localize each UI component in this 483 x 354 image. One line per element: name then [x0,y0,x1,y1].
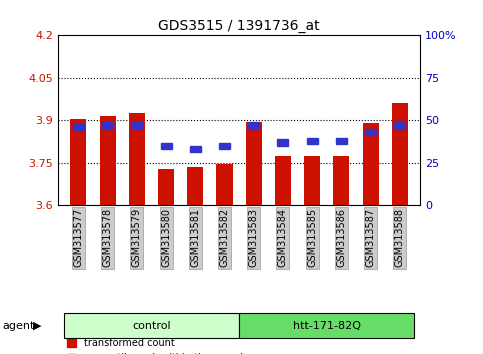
Title: GDS3515 / 1391736_at: GDS3515 / 1391736_at [158,19,320,33]
Bar [365,129,376,135]
Bar [187,167,203,205]
Text: htt-171-82Q: htt-171-82Q [293,321,361,331]
Bar [277,139,288,145]
Bar [190,146,201,152]
Bar [336,138,347,144]
Bar [275,156,291,205]
Text: control: control [132,321,171,331]
Bar [99,116,115,205]
Bar [216,164,232,205]
Bar [219,143,230,149]
Bar [131,122,142,129]
Bar [71,119,86,205]
Bar [129,113,145,205]
Bar [304,156,320,205]
Bar [248,122,259,129]
Bar [158,169,174,205]
Bar [246,122,262,205]
Bar [363,123,379,205]
Bar [333,156,349,205]
Bar [160,143,171,149]
Text: agent: agent [2,321,35,331]
Bar [73,124,84,130]
Legend: transformed count, percentile rank within the sample: transformed count, percentile rank withi… [63,334,253,354]
Bar [394,122,405,129]
Bar [102,122,113,129]
Text: ▶: ▶ [33,321,42,331]
Bar [307,138,318,144]
Bar [392,103,408,205]
